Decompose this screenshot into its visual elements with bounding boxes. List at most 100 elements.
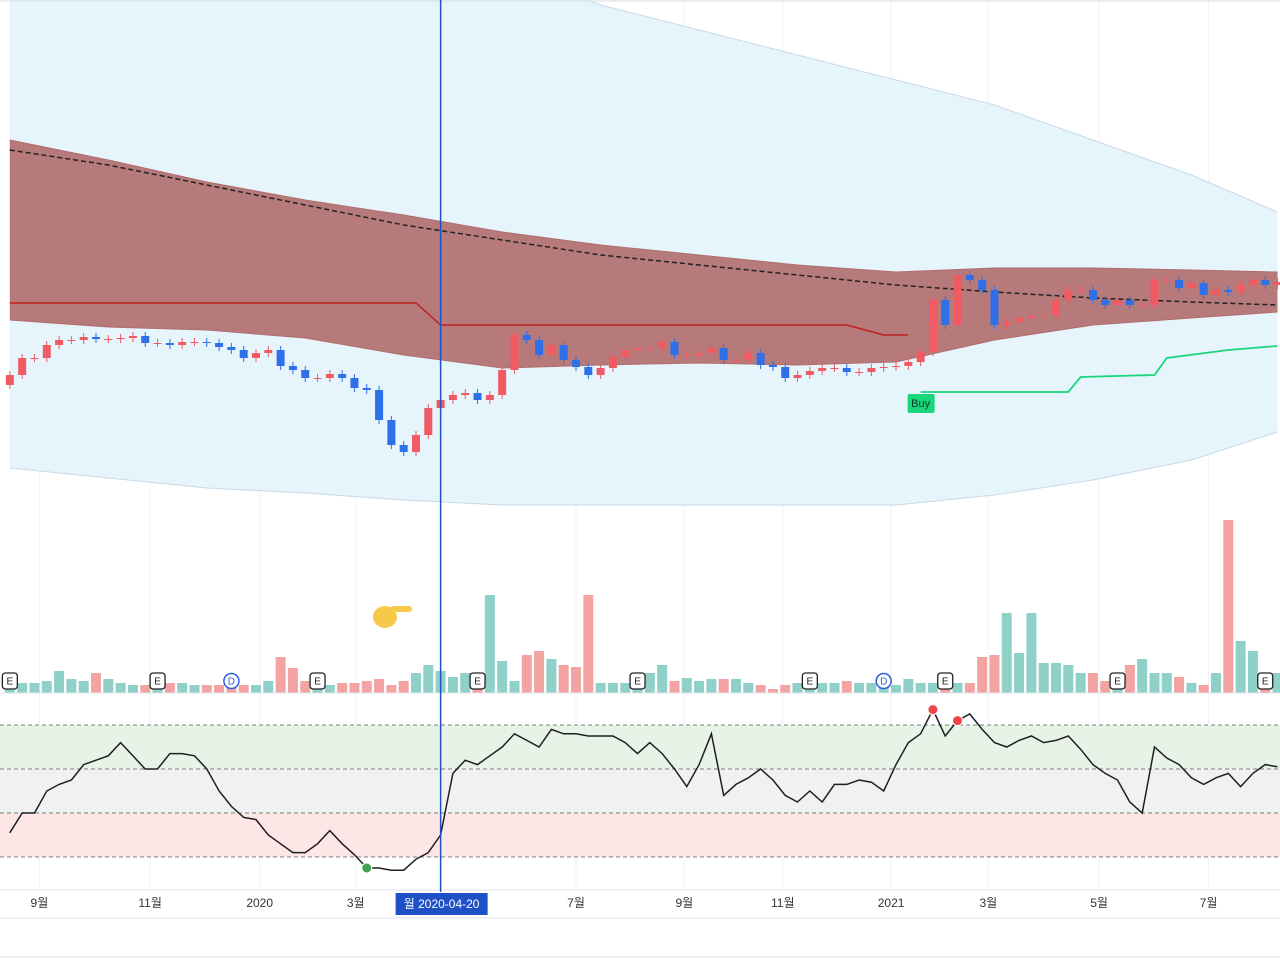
volume-bar xyxy=(891,685,901,693)
candle-body xyxy=(1076,290,1085,291)
volume-bar xyxy=(361,681,372,693)
volume-bar xyxy=(915,683,926,693)
volume-bar xyxy=(374,679,385,693)
candle-body xyxy=(584,367,593,375)
volume-bar xyxy=(1247,651,1258,693)
candle-body xyxy=(645,348,654,349)
event-label: D xyxy=(880,677,887,688)
candle-body xyxy=(1138,305,1147,306)
candle-body xyxy=(522,335,531,340)
candle-body xyxy=(92,337,100,339)
candle-body xyxy=(227,347,236,350)
candle-body xyxy=(1052,300,1060,315)
volume-bar xyxy=(1211,673,1221,693)
base-line xyxy=(9,302,909,336)
volume-bar xyxy=(41,681,52,693)
candle-body xyxy=(178,342,187,345)
candle-body xyxy=(461,393,470,395)
candle-body xyxy=(916,352,925,362)
candle-body xyxy=(362,388,371,390)
candle-body xyxy=(953,275,962,325)
volume-bar xyxy=(238,685,249,693)
candle-body xyxy=(1187,283,1196,288)
volume-bar xyxy=(484,595,495,693)
volume-bar xyxy=(214,685,225,693)
rsi-pane xyxy=(0,704,1280,874)
volume-bar xyxy=(952,683,963,693)
volume-bar xyxy=(497,661,508,693)
candle-body xyxy=(42,345,51,358)
volume-bar xyxy=(706,679,717,693)
candle-body xyxy=(707,348,716,353)
volume-bar xyxy=(755,685,766,693)
volume-bar xyxy=(1051,663,1061,693)
candle-body xyxy=(608,357,617,368)
event-label: E xyxy=(7,677,14,688)
rsi-zone xyxy=(0,769,1280,813)
x-tick-label: 3월 xyxy=(979,896,997,910)
volume-bar xyxy=(1174,677,1185,693)
volume-bar xyxy=(324,685,335,693)
candle-body xyxy=(276,350,285,366)
x-tick-label: 5월 xyxy=(1090,896,1108,910)
candle-body xyxy=(732,360,740,361)
volume-bar xyxy=(287,668,298,693)
volume-bar xyxy=(718,679,729,693)
rsi-signal-dot xyxy=(927,704,939,716)
volume-bar xyxy=(927,683,938,693)
candle-body xyxy=(892,366,900,367)
rsi-line xyxy=(9,707,1278,871)
candle-body xyxy=(350,378,359,388)
event-marker xyxy=(1109,672,1126,690)
candle-body xyxy=(1212,290,1220,295)
candle-body xyxy=(375,390,384,420)
candle-body xyxy=(1150,280,1159,305)
candle-body xyxy=(978,280,987,290)
candle-body xyxy=(621,350,630,357)
candle-body xyxy=(79,337,88,340)
candle-body xyxy=(1039,315,1048,316)
volume-bar xyxy=(607,683,618,693)
candle-body xyxy=(202,342,211,343)
candle-body xyxy=(448,395,457,400)
volume-bar xyxy=(1272,673,1280,693)
candle-body xyxy=(793,375,802,378)
volume-bar xyxy=(300,681,311,693)
candle-body xyxy=(1088,290,1097,300)
volume-bar xyxy=(558,665,569,693)
volume-bar xyxy=(164,683,175,693)
candle-body xyxy=(695,353,704,355)
candle-body xyxy=(239,350,248,358)
volume-bar xyxy=(398,681,409,693)
candle-body xyxy=(67,340,76,341)
price-pane: Buy xyxy=(5,0,1280,506)
volume-bar xyxy=(644,673,655,693)
candle-body xyxy=(756,353,765,365)
volume-bar xyxy=(1063,665,1074,693)
outer-band-upper xyxy=(585,0,1278,213)
event-marker xyxy=(149,672,166,690)
trail-line xyxy=(920,345,1278,393)
candle-body xyxy=(855,372,864,373)
event-marker xyxy=(223,672,240,690)
candle-body xyxy=(928,300,937,352)
volume-bar xyxy=(423,665,434,693)
candle-body xyxy=(830,368,839,369)
volume-bar xyxy=(546,659,557,693)
outer-band-lower xyxy=(9,431,1278,506)
candle-body xyxy=(485,395,494,400)
volume-bar xyxy=(681,678,692,693)
candle-body xyxy=(338,374,347,378)
signal-label: Buy xyxy=(911,398,930,410)
candle-body xyxy=(399,445,408,452)
event-marker xyxy=(1257,672,1274,690)
candle-body xyxy=(867,368,876,372)
event-marker xyxy=(309,672,326,690)
volume-bar xyxy=(731,679,741,693)
candle-body xyxy=(5,375,14,385)
candle-body xyxy=(116,338,125,339)
volume-bar xyxy=(386,685,397,693)
volume-bar xyxy=(263,681,274,693)
